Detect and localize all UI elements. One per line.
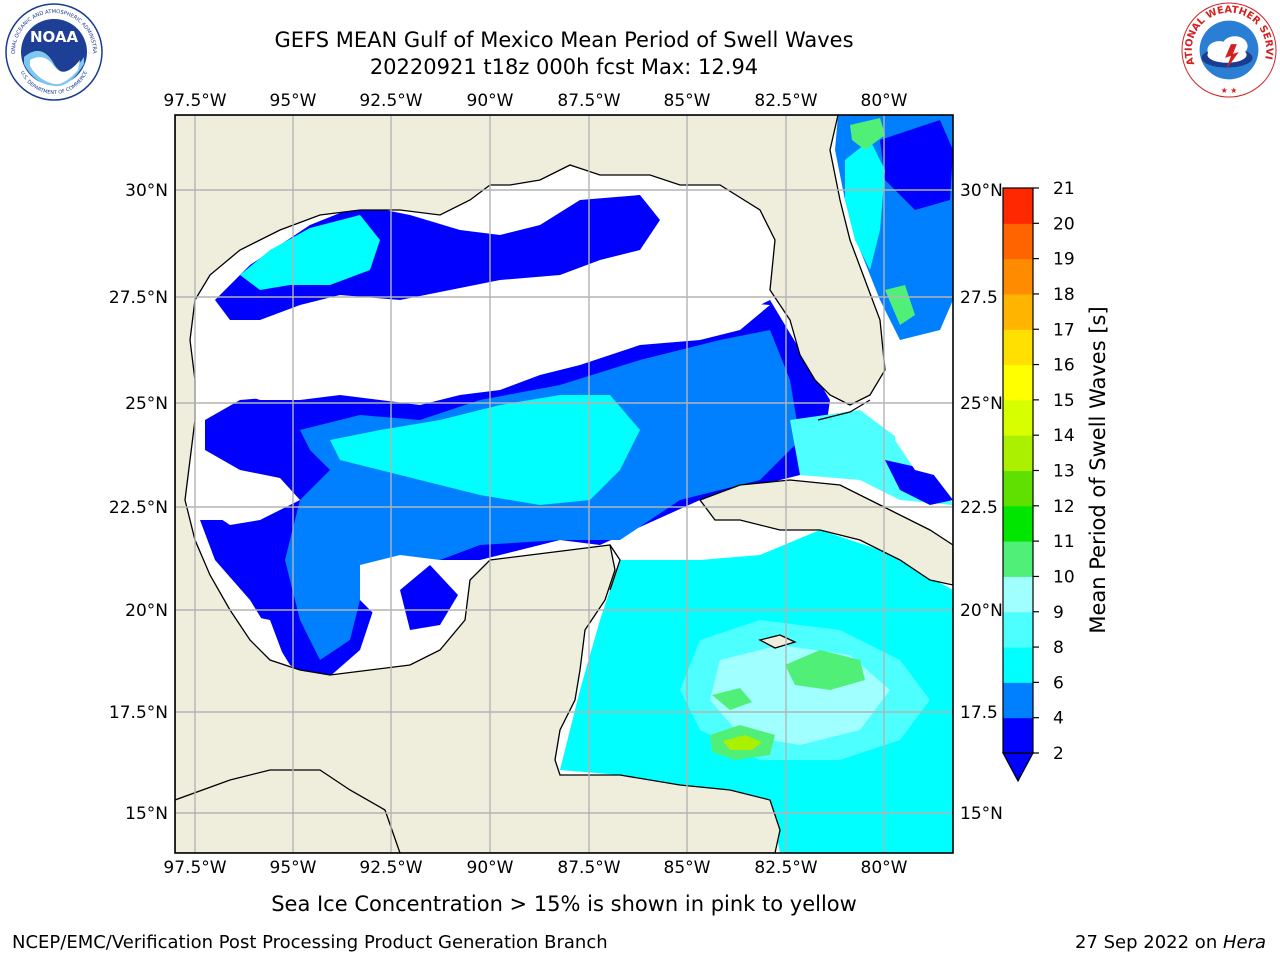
colorbar-segment — [1003, 399, 1033, 436]
chart-subtitle: 20220921 t18z 000h fcst Max: 12.94 — [369, 55, 759, 79]
lon-label-bottom: 87.5°W — [557, 858, 620, 878]
swell-straits-blue — [885, 460, 953, 505]
lat-label-right: 22.5 — [960, 498, 998, 518]
colorbar-segment — [1003, 717, 1033, 754]
lat-label-right: 20°N — [960, 601, 1003, 621]
lon-label-top: 87.5°W — [557, 91, 620, 111]
lon-label-top: 82.5°W — [754, 91, 817, 111]
colorbar-tick-label: 21 — [1053, 179, 1075, 199]
lat-label-right: 27.5 — [960, 288, 998, 308]
swell-band-northwest-cyan — [240, 215, 380, 290]
colorbar-tick-label: 9 — [1053, 603, 1064, 623]
colorbar-tick-label: 15 — [1053, 391, 1075, 411]
lon-label-top: 92.5°W — [359, 91, 422, 111]
colorbar-tick-label: 12 — [1053, 497, 1075, 517]
lon-label-bottom: 85°W — [664, 858, 711, 878]
swell-atlantic-blue — [880, 120, 953, 210]
colorbar-segment — [1003, 541, 1033, 577]
colorbar-segment — [1003, 364, 1033, 401]
svg-text:★ ★: ★ ★ — [1221, 86, 1238, 95]
lon-label-bottom: 82.5°W — [754, 858, 817, 878]
colorbar-tick-label: 20 — [1053, 214, 1075, 234]
colorbar — [1003, 188, 1033, 754]
lat-label-right: 30°N — [960, 181, 1003, 201]
colorbar-tick-label: 2 — [1053, 744, 1064, 764]
noaa-logo: NOAA NATIONAL OCEANIC AND ATMOSPHERIC AD… — [4, 2, 103, 101]
lon-label-top: 80°W — [861, 91, 908, 111]
lon-label-bottom: 97.5°W — [163, 858, 226, 878]
gridlines — [175, 115, 953, 853]
swell-band-6-8 — [330, 395, 640, 505]
swell-atlantic-cyan — [845, 140, 885, 270]
lat-label-right: 17.5 — [960, 703, 998, 723]
footer-machine: Hera — [1222, 932, 1266, 953]
footer-branch: NCEP/EMC/Verification Post Processing Pr… — [12, 932, 608, 953]
colorbar-segment — [1003, 611, 1033, 648]
swell-atlantic-green — [850, 118, 885, 150]
lat-label-left: 27.5°N — [109, 288, 168, 308]
lon-label-top: 90°W — [467, 91, 514, 111]
colorbar-tick-label: 4 — [1053, 709, 1064, 729]
colorbar-segment — [1003, 223, 1033, 260]
colorbar-ticks: 2 4 6 8 9 10 11 12 13 14 15 16 17 18 19 20 21 — [1033, 179, 1075, 764]
map-frame — [174, 114, 954, 854]
colorbar-segment — [1003, 682, 1033, 719]
colorbar-segment — [1003, 188, 1033, 224]
lon-label-bottom: 80°W — [861, 858, 908, 878]
lon-label-bottom: 92.5°W — [359, 858, 422, 878]
colorbar-segment — [1003, 329, 1033, 366]
lat-label-left: 20°N — [125, 601, 168, 621]
lat-label-left: 25°N — [125, 394, 168, 414]
lon-label-bottom: 95°W — [270, 858, 317, 878]
colorbar-segment — [1003, 258, 1033, 295]
chart-title: GEFS MEAN Gulf of Mexico Mean Period of … — [274, 28, 854, 52]
land-florida-keys — [817, 399, 871, 421]
colorbar-tick-label: 16 — [1053, 356, 1075, 376]
lat-label-left: 30°N — [125, 181, 168, 201]
land-yucatan-edge — [609, 544, 621, 591]
footer-date-text: 27 Sep 2022 on — [1075, 932, 1223, 953]
colorbar-segment — [1003, 647, 1033, 683]
lat-label-right: 15°N — [960, 804, 1003, 824]
colorbar-tick-label: 14 — [1053, 426, 1075, 446]
land-cuba — [698, 479, 953, 586]
swell-green-1 — [785, 650, 865, 690]
colorbar-segment — [1003, 470, 1033, 507]
colorbar-segment — [1003, 293, 1033, 330]
swell-field — [175, 115, 953, 853]
sea-ice-caption: Sea Ice Concentration > 15% is shown in … — [271, 892, 857, 916]
colorbar-tick-label: 8 — [1053, 638, 1064, 658]
colorbar-tick-label: 6 — [1053, 673, 1064, 693]
colorbar-tick-label: 10 — [1053, 567, 1075, 587]
lon-label-top: 97.5°W — [163, 91, 226, 111]
noaa-wordmark: NOAA — [30, 28, 79, 46]
swell-green-4 — [712, 688, 752, 710]
swell-atlantic-green-2 — [885, 285, 915, 325]
colorbar-tick-label: 17 — [1053, 320, 1075, 340]
colorbar-segment — [1003, 435, 1033, 471]
colorbar-segment — [1003, 505, 1033, 542]
lon-label-top: 85°W — [664, 91, 711, 111]
lon-label-top: 95°W — [270, 91, 317, 111]
lat-label-left: 15°N — [125, 804, 168, 824]
colorbar-segment — [1003, 576, 1033, 613]
lat-label-left: 22.5°N — [109, 498, 168, 518]
swell-nodata-4 — [400, 565, 458, 630]
colorbar-tick-label: 11 — [1053, 532, 1075, 552]
swell-green-3 — [723, 735, 762, 750]
swell-nodata-2 — [200, 460, 300, 525]
colorbar-tick-label: 19 — [1053, 250, 1075, 270]
lon-label-bottom: 90°W — [467, 858, 514, 878]
nws-logo: NATIONAL WEATHER SERVICE ★ ★ — [1180, 1, 1277, 98]
swell-nodata-5 — [245, 615, 285, 660]
swell-nodata-6 — [895, 370, 953, 480]
colorbar-tick-label: 13 — [1053, 462, 1075, 482]
footer-date: 27 Sep 2022 on Hera — [1075, 931, 1266, 955]
lat-label-right: 25°N — [960, 394, 1003, 414]
swell-nodata-1 — [200, 295, 770, 405]
colorbar-extend-triangle — [1001, 752, 1035, 783]
colorbar-tick-label: 18 — [1053, 285, 1075, 305]
lat-label-left: 17.5°N — [109, 703, 168, 723]
